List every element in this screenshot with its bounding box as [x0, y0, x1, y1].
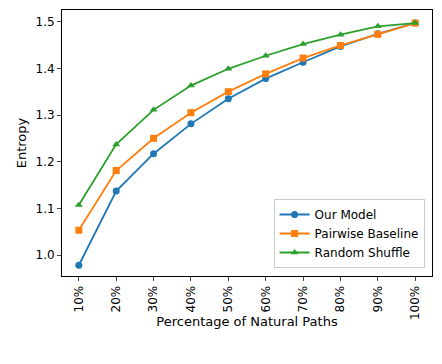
- svg-text:100%: 100%: [408, 286, 422, 320]
- svg-text:1.5: 1.5: [36, 15, 55, 29]
- svg-text:10%: 10%: [72, 286, 86, 313]
- svg-text:20%: 20%: [109, 286, 123, 313]
- svg-text:80%: 80%: [333, 286, 347, 313]
- svg-text:Random Shuffle: Random Shuffle: [315, 246, 410, 260]
- svg-text:1.2: 1.2: [36, 155, 55, 169]
- svg-text:1.3: 1.3: [36, 108, 55, 122]
- svg-text:Percentage of Natural Paths: Percentage of Natural Paths: [156, 314, 338, 329]
- svg-text:1.0: 1.0: [36, 248, 55, 262]
- svg-text:1.4: 1.4: [36, 62, 55, 76]
- svg-text:Pairwise Baseline: Pairwise Baseline: [315, 227, 419, 241]
- svg-text:30%: 30%: [146, 286, 160, 313]
- svg-text:Our Model: Our Model: [315, 208, 377, 222]
- svg-text:90%: 90%: [371, 286, 385, 313]
- svg-text:60%: 60%: [259, 286, 273, 313]
- svg-text:1.1: 1.1: [36, 202, 55, 216]
- svg-text:70%: 70%: [296, 286, 310, 313]
- svg-text:Entropy: Entropy: [14, 117, 29, 168]
- svg-text:50%: 50%: [221, 286, 235, 313]
- svg-text:40%: 40%: [184, 286, 198, 313]
